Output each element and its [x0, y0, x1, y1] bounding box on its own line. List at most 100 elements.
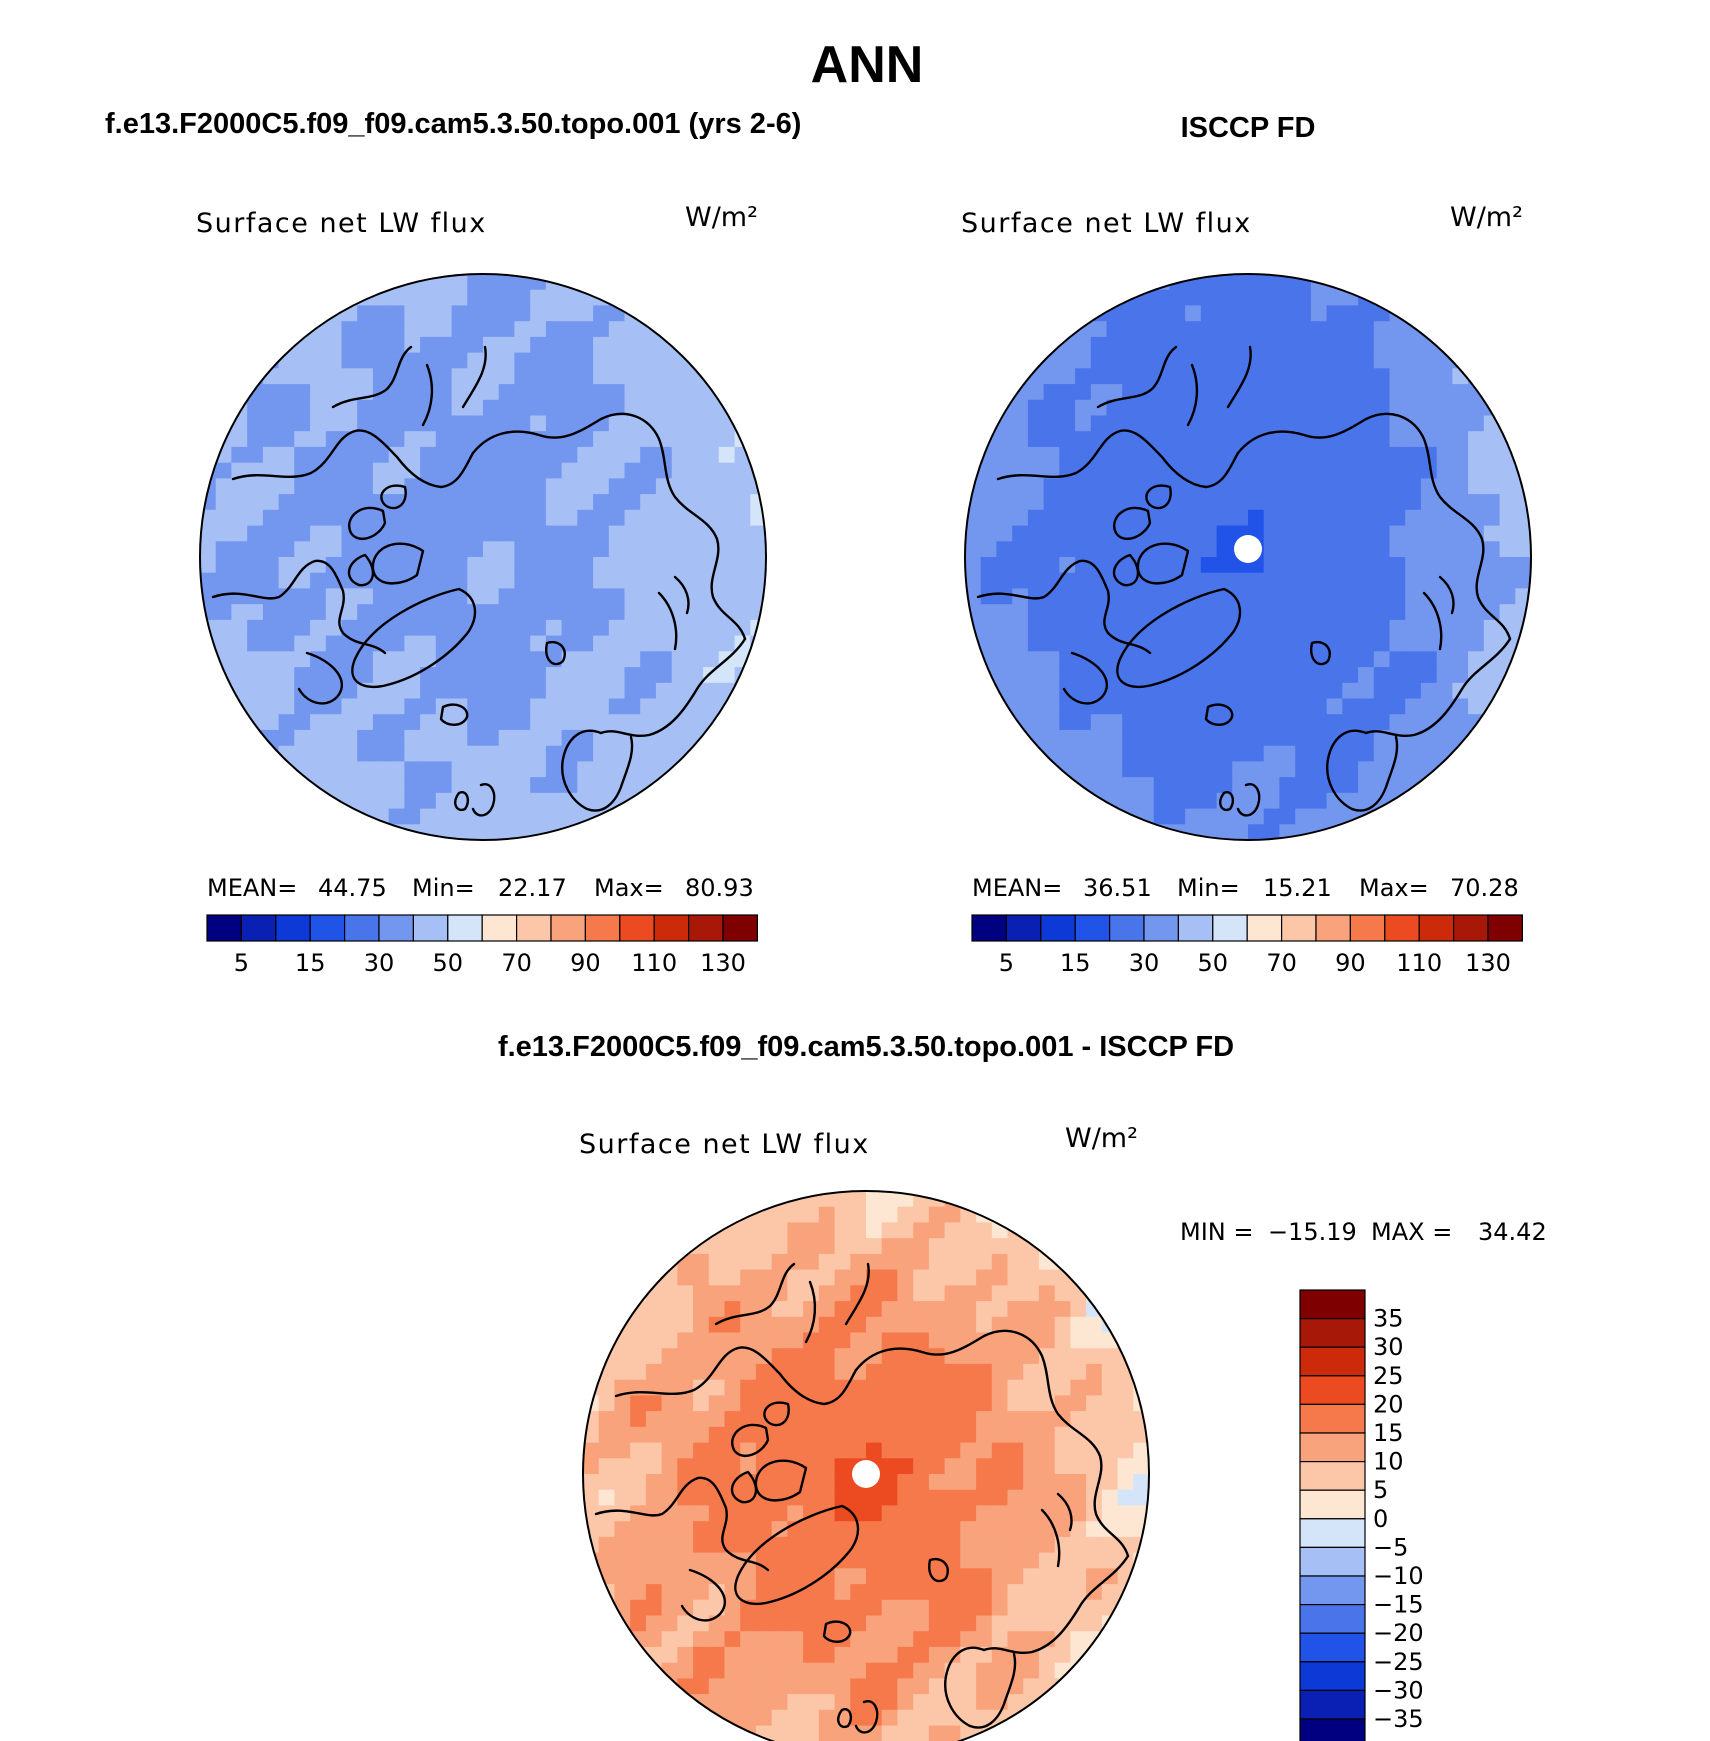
field-cell [624, 399, 641, 417]
field-cell [1137, 368, 1155, 385]
field-cell [420, 541, 437, 558]
field-cell [661, 1411, 679, 1428]
field-cell [593, 682, 610, 700]
field-cell [755, 1505, 773, 1522]
field-cell [593, 619, 610, 637]
field-cell [1038, 1646, 1056, 1664]
field-cell [655, 729, 673, 747]
field-cell [325, 415, 343, 432]
field-cell [1137, 478, 1155, 495]
field-cell [357, 431, 374, 448]
field-cell [404, 462, 421, 480]
field-cell [200, 651, 217, 668]
field-cell [325, 651, 343, 668]
field-cell [483, 289, 500, 307]
field-cell [1137, 321, 1155, 338]
field-cell [928, 1379, 946, 1397]
field-cell [262, 431, 280, 448]
field-cell [928, 1725, 946, 1741]
field-cell [1499, 604, 1517, 621]
field-cell [1248, 667, 1265, 684]
field-cell [1153, 431, 1171, 448]
field-cell [1023, 1395, 1040, 1412]
field-cell [1133, 1474, 1149, 1491]
field-cell [965, 667, 982, 684]
field-cell [247, 431, 264, 448]
field-cell [803, 1411, 820, 1428]
field-cell [310, 745, 327, 763]
field-cell [1038, 1285, 1056, 1302]
field-cell [803, 1206, 820, 1224]
field-cell [1279, 289, 1296, 307]
field-cell [294, 651, 311, 668]
field-cell [561, 792, 579, 810]
field-cell [866, 1191, 883, 1208]
field-cell [866, 1521, 883, 1538]
field-cell [1326, 808, 1344, 826]
field-cell [561, 698, 579, 715]
field-cell [991, 1411, 1009, 1428]
field-cell [1200, 509, 1218, 527]
field-cell [278, 714, 296, 731]
field-cell [1117, 1505, 1135, 1522]
field-cell [928, 1552, 946, 1570]
field-cell [866, 1238, 883, 1255]
field-cell [1342, 761, 1359, 778]
field-cell [583, 1489, 600, 1507]
field-cell [614, 1379, 631, 1397]
field-cell [231, 667, 248, 684]
field-cell [357, 667, 374, 684]
panel-obs-max-label: Max= [1359, 874, 1429, 902]
field-cell [593, 494, 610, 511]
field-cell [388, 431, 406, 448]
field-cell [718, 494, 736, 511]
field-cell [1248, 635, 1265, 653]
field-cell [614, 1426, 631, 1444]
field-cell [1200, 305, 1218, 322]
field-cell [881, 1411, 899, 1428]
field-cell [803, 1694, 820, 1711]
field-cell [1468, 635, 1485, 653]
field-cell [750, 667, 766, 684]
field-cell [310, 399, 327, 417]
field-cell [834, 1191, 852, 1208]
field-cell [913, 1568, 930, 1585]
field-cell [771, 1395, 789, 1412]
field-cell [451, 667, 469, 684]
colorbar-tick-label: 130 [700, 949, 746, 977]
field-cell [755, 1379, 773, 1397]
field-cell [960, 1363, 977, 1381]
field-cell [976, 1238, 993, 1255]
field-cell [545, 462, 563, 480]
field-cell [834, 1584, 852, 1601]
field-cell [1153, 588, 1171, 605]
field-cell [1090, 651, 1108, 668]
field-cell [624, 415, 641, 432]
field-cell [1122, 714, 1139, 731]
field-cell [944, 1253, 962, 1271]
field-cell [467, 698, 484, 715]
field-cell [1436, 777, 1454, 794]
colorbar-swatch [1299, 1689, 1366, 1720]
field-cell [960, 1442, 977, 1460]
field-cell [787, 1206, 804, 1224]
field-cell [687, 384, 704, 401]
field-cell [310, 431, 327, 448]
field-cell [1216, 777, 1234, 794]
field-cell [1326, 572, 1344, 590]
field-cell [1216, 667, 1234, 684]
field-cell [630, 1615, 647, 1632]
field-cell [1342, 541, 1359, 558]
field-cell [991, 1348, 1009, 1365]
field-cell [1295, 588, 1312, 605]
field-cell [1483, 588, 1501, 605]
field-cell [661, 1631, 679, 1648]
field-cell [1038, 1489, 1056, 1507]
field-cell [787, 1426, 804, 1444]
field-cell [655, 541, 673, 558]
field-cell [787, 1505, 804, 1522]
field-cell [1452, 462, 1469, 480]
field-cell [1117, 1489, 1135, 1507]
field-cell [583, 1442, 600, 1460]
